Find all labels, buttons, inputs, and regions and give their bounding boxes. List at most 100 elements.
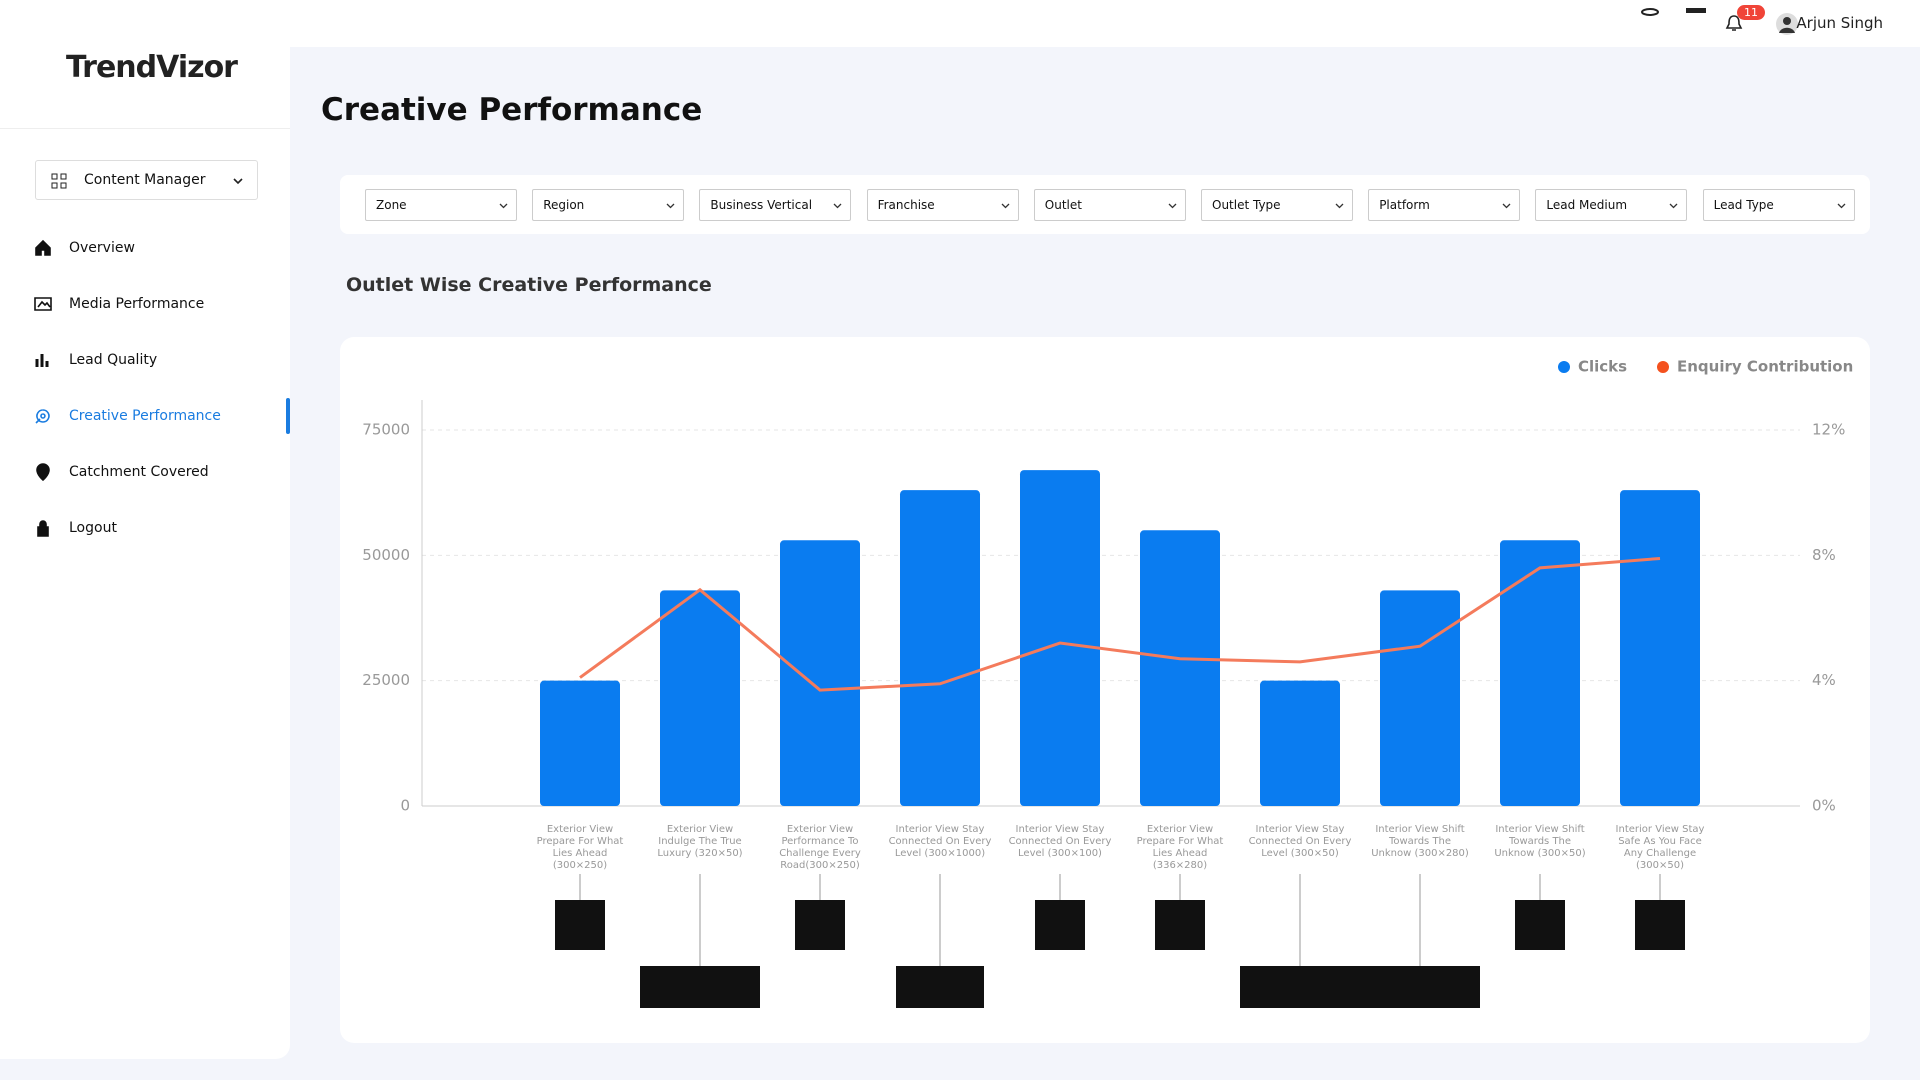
bar [900,490,980,806]
chevron [1335,203,1344,209]
logo[interactable]: TrendVizor [66,50,238,85]
creative-thumbnail [1360,966,1480,1008]
creative-thumbnail [1515,900,1565,950]
bar [1500,540,1580,806]
y2-tick-label: 12% [1812,421,1845,439]
line [579,556,1661,692]
creative-thumbnail [795,900,845,950]
filter-dropdown[interactable]: Zone [365,189,517,221]
chevron [1168,203,1177,209]
y-tick-label: 0 [400,797,410,815]
nav-label: Catchment Covered [69,464,209,480]
x-tick-label: Interior View Shift Towards The Unknow (… [1494,824,1586,859]
filter-bar: Zone Region Business Vertical Franchise Outl… [340,175,1870,234]
bar [1620,490,1700,806]
nav-item[interactable]: Media Performance [0,284,290,324]
chevron [1837,203,1846,209]
y2-tick-label: 8% [1812,546,1836,564]
bar [1380,590,1460,806]
creative-thumbnail [1035,900,1085,950]
creative-thumbnail [1635,900,1685,950]
nav-icon [36,463,50,481]
nav-item[interactable]: Lead Quality [0,340,290,380]
nav-item[interactable]: Overview [0,228,290,268]
chevron-shape [1168,203,1177,209]
filter-dropdown[interactable]: Lead Medium [1535,189,1688,221]
chevron-shape [1502,203,1511,209]
nav-label: Creative Performance [69,408,221,424]
chevron [1502,203,1511,209]
nav-icon [35,409,50,424]
nav-label: Media Performance [69,296,205,312]
bar [660,590,740,806]
nav-item[interactable]: Creative Performance [0,396,290,436]
icon-shape [35,354,49,367]
content-manager-dropdown[interactable]: Content Manager [35,160,258,200]
page-title: Creative Performance [321,92,703,128]
nav-icon [35,239,51,256]
nav-item[interactable]: Logout [0,508,290,548]
user-name[interactable]: Arjun Singh [1796,14,1883,32]
x-tick-label: Interior View Stay Connected On Every Le… [1008,824,1112,859]
bar [1140,530,1220,806]
nav-item[interactable]: Catchment Covered [0,452,290,492]
nav-label: Overview [69,240,135,256]
y2-tick-label: 4% [1812,671,1836,689]
x-tick-label: Interior View Stay Connected On Every Le… [888,824,992,859]
y-tick-label: 25000 [362,671,410,689]
bar [1020,470,1100,806]
y2-tick-label: 0% [1812,797,1836,815]
chevron [233,178,243,185]
bar [540,680,620,806]
chevron [499,203,508,209]
sidebar: TrendVizor Content Manager Overview Media… [0,0,290,1059]
notification-badge: 11 [1737,5,1765,20]
chevron-shape [1001,203,1010,209]
filter-dropdown[interactable]: Outlet Type [1201,189,1353,221]
nav-icon [34,297,52,311]
nav-icon [35,354,49,367]
chevron-shape [1335,203,1344,209]
x-tick-label: Exterior View Performance To Challenge E… [779,824,861,871]
x-tick-label: Interior View Stay Safe As You Face Any … [1615,824,1705,871]
y-tick-label: 50000 [362,546,410,564]
chevron [666,203,675,209]
avatar[interactable] [1775,12,1799,36]
icon-shape [37,520,49,537]
legend-swatch [1558,361,1570,373]
legend-label: Enquiry Contribution [1677,358,1853,376]
dropdown-label: Content Manager [84,172,206,188]
chevron-shape [1837,203,1846,209]
top-bar: Arjun Singh [290,0,1920,47]
bell-icon[interactable] [1725,14,1743,34]
chevron-shape [1669,203,1678,209]
chevron [1669,203,1678,209]
chart-card: 0 25000 50000 75000 0% 4% 8% 12% Clicks Enquiry C… [340,337,1870,1043]
filter-dropdown[interactable]: Region [532,189,685,221]
creative-thumbnail [1155,900,1205,950]
filter-dropdown[interactable]: Lead Type [1702,189,1855,221]
chevron-shape [499,203,508,209]
divider [0,128,290,129]
x-tick-label: Exterior View Prepare For What Lies Ahea… [1136,824,1224,871]
filter-dropdown[interactable]: Business Vertical [699,189,852,221]
legend-swatch [1657,361,1669,373]
header-icons [1641,8,1706,16]
filter-dropdown[interactable]: Franchise [866,189,1019,221]
creative-thumbnail [896,966,984,1008]
x-tick-label: Interior View Shift Towards The Unknow (… [1371,824,1469,859]
chevron-shape [666,203,675,209]
y-tick-label: 75000 [362,421,410,439]
x-tick-label: Interior View Stay Connected On Every Le… [1248,824,1352,859]
creative-thumbnail [555,900,605,950]
bar [780,540,860,806]
grid-icon [51,173,67,189]
nav-label: Lead Quality [69,352,158,368]
filter-dropdown[interactable]: Outlet [1033,189,1186,221]
x-tick-label: Exterior View Prepare For What Lies Ahea… [536,824,624,871]
chevron-shape [833,203,842,209]
nav-label: Logout [69,520,117,536]
x-tick-label: Exterior View Indulge The True Luxury (3… [657,824,743,859]
filter-dropdown[interactable]: Platform [1368,189,1521,221]
